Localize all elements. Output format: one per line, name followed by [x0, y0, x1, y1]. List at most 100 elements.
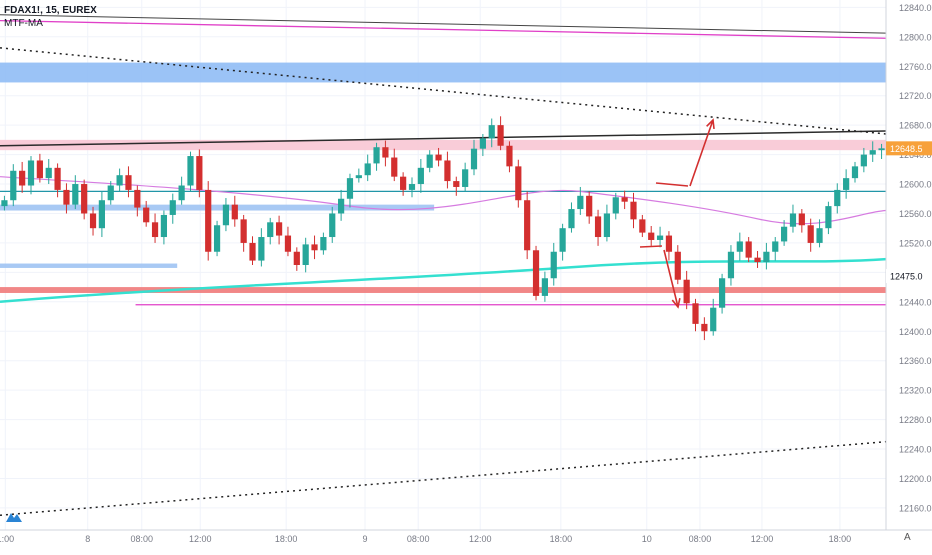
- candle-body: [745, 241, 752, 258]
- candle-body: [284, 235, 292, 252]
- y-tick-label: 12800.0: [899, 32, 932, 42]
- candle: [293, 247, 300, 271]
- candle-body: [435, 154, 442, 161]
- candle-body: [665, 235, 673, 252]
- x-tick-label: 9: [363, 534, 368, 544]
- y-tick-label: 12280.0: [899, 415, 932, 425]
- candle: [798, 209, 805, 233]
- time-axis: 1:00 8 08:00 12:00 18:00 9 08:00 12:00 18:00 10 08…: [0, 529, 932, 544]
- candle-body: [10, 170, 17, 201]
- candle-body: [550, 251, 557, 279]
- y-tick-label: 12520.0: [899, 238, 932, 248]
- candle-body: [515, 166, 522, 201]
- zone: [0, 204, 435, 211]
- candle-body: [754, 257, 761, 263]
- candle: [789, 204, 797, 233]
- x-tick-label: 12:00: [189, 534, 212, 544]
- candle-body: [98, 200, 105, 229]
- candle-body: [869, 150, 876, 155]
- zone: [0, 263, 178, 268]
- candle-body: [373, 147, 380, 164]
- last-price-label: 12648.5: [890, 144, 923, 154]
- y-tick-label: 12160.0: [899, 503, 932, 513]
- candle: [125, 166, 132, 198]
- candle-body: [479, 138, 486, 149]
- price-axis: 12840.012800.012760.012720.012680.012640…: [885, 0, 932, 550]
- candle: [196, 149, 203, 198]
- candle: [825, 201, 832, 235]
- candle: [843, 169, 850, 199]
- candle-body: [462, 169, 469, 187]
- candle-body: [781, 226, 788, 242]
- candle: [630, 192, 637, 229]
- candle: [515, 159, 522, 208]
- candle: [772, 237, 779, 261]
- x-tick-label: 12:00: [751, 534, 774, 544]
- y-tick-label: 12760.0: [899, 62, 932, 72]
- candles: [1, 116, 885, 341]
- candle-body: [63, 189, 70, 205]
- y-tick-label: 12400.0: [899, 327, 932, 337]
- candle-body: [683, 279, 690, 304]
- candle: [178, 176, 185, 205]
- slow-ma-line: [0, 257, 887, 304]
- candle: [453, 176, 460, 196]
- candle-body: [134, 189, 141, 208]
- candle: [559, 223, 566, 261]
- candle: [400, 172, 407, 196]
- candle: [160, 210, 168, 245]
- candle: [807, 218, 814, 252]
- candle-body: [763, 251, 770, 263]
- marker-price-label-bg: [886, 269, 932, 284]
- candle: [524, 191, 531, 260]
- candle-body: [382, 147, 389, 158]
- marker-price-label: 12475.0: [890, 272, 923, 282]
- candle-body: [577, 195, 584, 210]
- candle-body: [843, 178, 850, 190]
- x-tick-label: 8: [85, 534, 90, 544]
- candle: [541, 271, 548, 302]
- candle: [435, 147, 442, 167]
- candle-body: [107, 185, 114, 201]
- indicator-label: MTF-MA: [4, 18, 43, 29]
- candle-body: [718, 278, 726, 308]
- x-tick-label: 18:00: [550, 534, 573, 544]
- candle: [692, 298, 699, 332]
- candle-body: [205, 189, 212, 252]
- candle: [54, 163, 61, 198]
- candle: [426, 150, 433, 173]
- candle: [63, 183, 70, 214]
- candle: [267, 217, 274, 245]
- candle: [763, 242, 770, 270]
- candle: [532, 245, 540, 301]
- candle: [727, 245, 735, 286]
- candle-body: [860, 154, 867, 167]
- candle: [373, 142, 380, 171]
- candle: [213, 220, 221, 257]
- candle-body: [506, 145, 513, 167]
- candle: [665, 231, 673, 261]
- candle-body: [27, 160, 35, 186]
- candle-body: [302, 244, 309, 265]
- projection-arrow-line: [639, 245, 663, 248]
- candle-body: [364, 163, 371, 176]
- descending-dotted-line: [0, 47, 887, 135]
- candle: [674, 245, 681, 285]
- candle-body: [532, 250, 540, 296]
- candle: [639, 214, 646, 238]
- candle-body: [240, 219, 247, 243]
- candle: [302, 237, 309, 273]
- candle-body: [178, 185, 185, 201]
- grid: [0, 0, 886, 530]
- x-tick-label: 1:00: [0, 534, 14, 544]
- y-tick-label: 12360.0: [899, 356, 932, 366]
- candle: [284, 226, 292, 257]
- auto-scale-button[interactable]: A: [904, 532, 911, 543]
- candle-body: [816, 228, 823, 243]
- candle: [355, 168, 362, 183]
- last-price-label-bg: [886, 141, 932, 156]
- candle: [878, 143, 885, 159]
- x-tick-label: 08:00: [130, 534, 153, 544]
